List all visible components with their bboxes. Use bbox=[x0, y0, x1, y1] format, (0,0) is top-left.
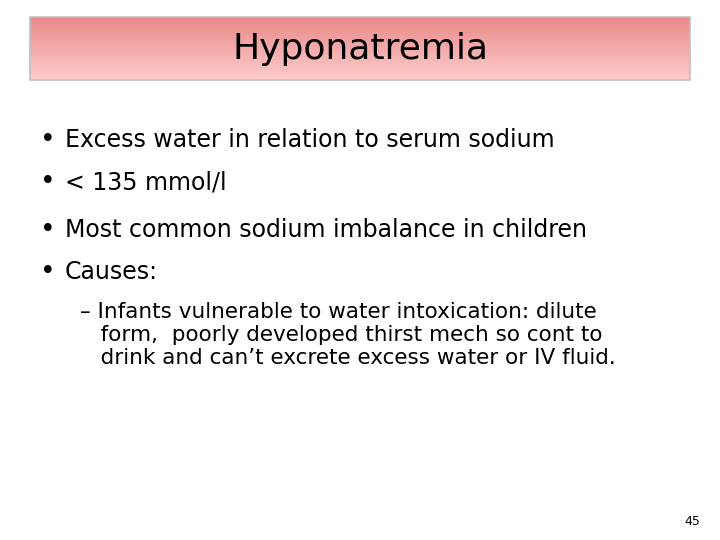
Bar bbox=[30, 46, 690, 48]
Text: •: • bbox=[40, 259, 56, 285]
Bar bbox=[30, 39, 690, 40]
Bar bbox=[30, 57, 690, 58]
Bar bbox=[30, 29, 690, 30]
Bar bbox=[30, 36, 690, 37]
Bar bbox=[30, 31, 690, 32]
Bar bbox=[30, 20, 690, 21]
Text: Hyponatremia: Hyponatremia bbox=[232, 31, 488, 65]
Bar bbox=[30, 34, 690, 35]
Bar bbox=[30, 49, 690, 50]
Text: form,  poorly developed thirst mech so cont to: form, poorly developed thirst mech so co… bbox=[80, 325, 603, 345]
Bar bbox=[30, 50, 690, 51]
Bar bbox=[30, 58, 690, 59]
Bar bbox=[30, 64, 690, 65]
Bar bbox=[30, 77, 690, 78]
Text: •: • bbox=[40, 127, 56, 153]
Text: – Infants vulnerable to water intoxication: dilute: – Infants vulnerable to water intoxicati… bbox=[80, 302, 597, 322]
Bar bbox=[30, 71, 690, 72]
Text: < 135 mmol/l: < 135 mmol/l bbox=[65, 170, 227, 194]
Bar bbox=[30, 51, 690, 52]
Bar bbox=[30, 38, 690, 39]
Bar bbox=[30, 55, 690, 56]
Bar bbox=[30, 40, 690, 41]
Text: Causes:: Causes: bbox=[65, 260, 158, 284]
Bar bbox=[30, 60, 690, 61]
Bar bbox=[30, 73, 690, 75]
Text: Most common sodium imbalance in children: Most common sodium imbalance in children bbox=[65, 218, 587, 242]
Text: •: • bbox=[40, 217, 56, 243]
Bar bbox=[30, 53, 690, 54]
Bar bbox=[30, 43, 690, 44]
Bar bbox=[30, 45, 690, 46]
Bar bbox=[30, 42, 690, 43]
Text: Excess water in relation to serum sodium: Excess water in relation to serum sodium bbox=[65, 128, 554, 152]
Bar bbox=[30, 33, 690, 34]
Bar bbox=[30, 37, 690, 38]
Bar bbox=[30, 35, 690, 36]
Text: •: • bbox=[40, 169, 56, 195]
Bar bbox=[30, 24, 690, 25]
Bar bbox=[30, 68, 690, 69]
Bar bbox=[30, 48, 690, 49]
Bar bbox=[30, 56, 690, 57]
Bar bbox=[30, 30, 690, 31]
Bar bbox=[30, 61, 690, 62]
Bar bbox=[30, 26, 690, 28]
Bar bbox=[30, 69, 690, 70]
Bar bbox=[30, 54, 690, 55]
Text: 45: 45 bbox=[684, 515, 700, 528]
Bar bbox=[30, 78, 690, 79]
Bar bbox=[30, 62, 690, 63]
Bar bbox=[30, 65, 690, 66]
Bar bbox=[30, 44, 690, 45]
Bar bbox=[30, 19, 690, 20]
Bar bbox=[30, 52, 690, 53]
Bar bbox=[30, 17, 690, 80]
Bar bbox=[30, 17, 690, 18]
Bar bbox=[30, 59, 690, 60]
Bar bbox=[30, 41, 690, 42]
Bar bbox=[30, 28, 690, 29]
Bar bbox=[30, 22, 690, 23]
Bar bbox=[30, 70, 690, 71]
Bar bbox=[30, 25, 690, 26]
Bar bbox=[30, 76, 690, 77]
Text: drink and can’t excrete excess water or IV fluid.: drink and can’t excrete excess water or … bbox=[80, 348, 616, 368]
Bar bbox=[30, 32, 690, 33]
Bar bbox=[30, 63, 690, 64]
Bar bbox=[30, 66, 690, 68]
Bar bbox=[30, 23, 690, 24]
Bar bbox=[30, 79, 690, 80]
Bar bbox=[30, 21, 690, 22]
Bar bbox=[30, 72, 690, 73]
Bar bbox=[30, 18, 690, 19]
Bar bbox=[30, 75, 690, 76]
